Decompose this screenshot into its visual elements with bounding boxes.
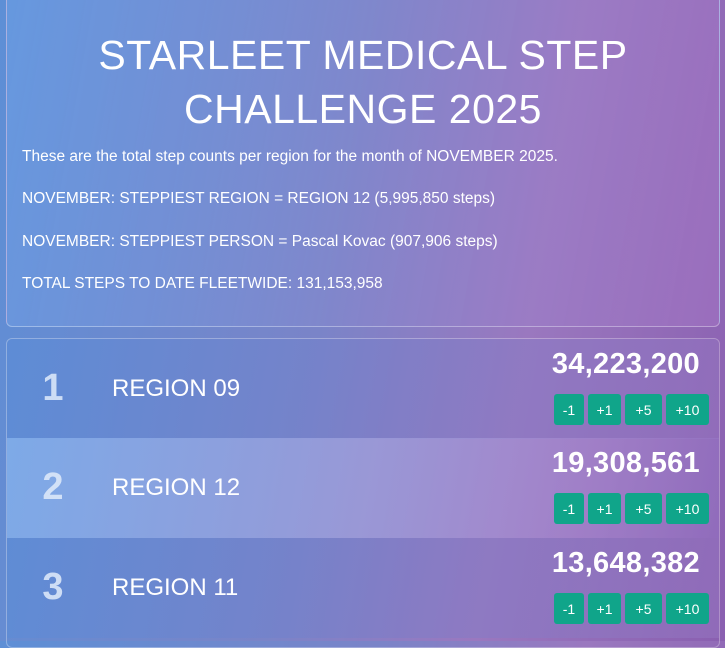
leaderboard: 1 REGION 09 34,223,200 -1 +1 +5 +10 2 RE… xyxy=(6,338,720,648)
leaderboard-row: 1 REGION 09 34,223,200 -1 +1 +5 +10 xyxy=(7,339,719,439)
leaderboard-row: 2 REGION 12 19,308,561 -1 +1 +5 +10 xyxy=(7,438,719,538)
rank-number: 2 xyxy=(42,466,64,508)
minus-1-button[interactable]: -1 xyxy=(554,394,584,425)
step-adjust-buttons: -1 +1 +5 +10 xyxy=(554,493,709,524)
page-title: STARLEET MEDICAL STEP CHALLENGE 2025 xyxy=(98,32,628,132)
steppiest-person-text: NOVEMBER: STEPPIEST PERSON = Pascal Kova… xyxy=(22,233,498,250)
minus-1-button[interactable]: -1 xyxy=(554,493,584,524)
plus-10-button[interactable]: +10 xyxy=(666,593,709,624)
description-text: These are the total step counts per regi… xyxy=(22,148,558,165)
step-adjust-buttons: -1 +1 +5 +10 xyxy=(554,593,709,624)
step-count: 13,648,382 xyxy=(551,547,700,579)
leaderboard-row: 3 REGION 11 13,648,382 -1 +1 +5 +10 xyxy=(7,538,719,638)
rank-number: 1 xyxy=(42,367,64,409)
region-name: REGION 11 xyxy=(112,574,239,601)
plus-1-button[interactable]: +1 xyxy=(588,394,621,425)
region-name: REGION 12 xyxy=(112,474,241,501)
step-count: 34,223,200 xyxy=(551,348,700,380)
plus-5-button[interactable]: +5 xyxy=(625,493,662,524)
plus-10-button[interactable]: +10 xyxy=(666,493,709,524)
plus-5-button[interactable]: +5 xyxy=(625,593,662,624)
total-steps-text: TOTAL STEPS TO DATE FLEETWIDE: 131,153,9… xyxy=(22,275,383,292)
steppiest-region-text: NOVEMBER: STEPPIEST REGION = REGION 12 (… xyxy=(22,190,496,207)
rank-number: 3 xyxy=(42,566,64,608)
step-adjust-buttons: -1 +1 +5 +10 xyxy=(554,394,709,425)
step-count: 19,308,561 xyxy=(551,447,700,479)
plus-1-button[interactable]: +1 xyxy=(588,593,621,624)
region-name: REGION 09 xyxy=(112,375,241,402)
plus-10-button[interactable]: +10 xyxy=(666,394,709,425)
plus-1-button[interactable]: +1 xyxy=(588,493,621,524)
header-card: STARLEET MEDICAL STEP CHALLENGE 2025 The… xyxy=(6,0,720,327)
minus-1-button[interactable]: -1 xyxy=(554,593,584,624)
plus-5-button[interactable]: +5 xyxy=(625,394,662,425)
